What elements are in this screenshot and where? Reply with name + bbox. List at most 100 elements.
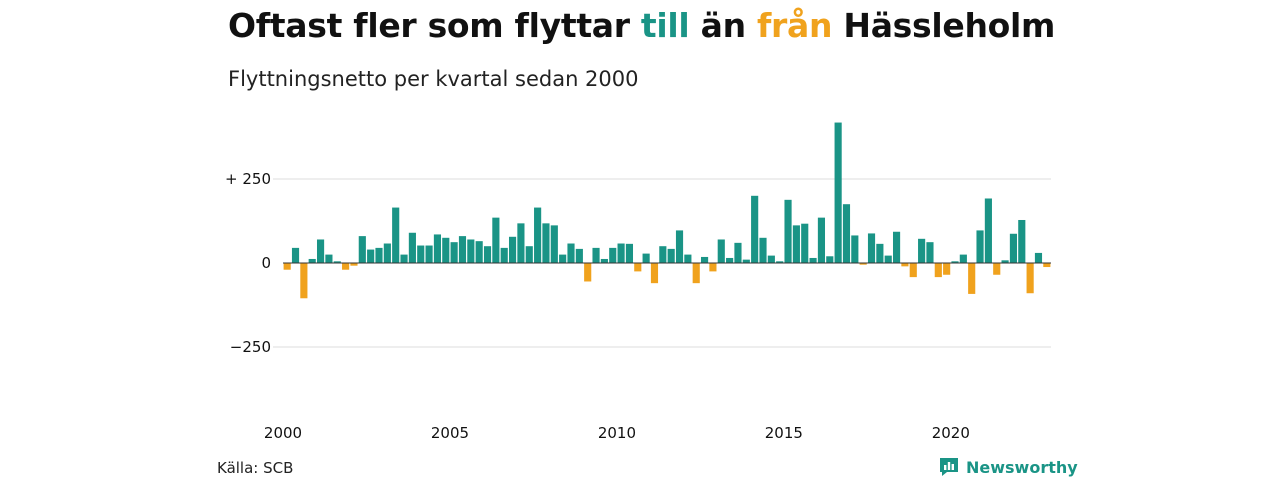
bar (350, 263, 358, 266)
bar (650, 263, 659, 284)
bar (834, 122, 842, 263)
chart-subtitle: Flyttningsnetto per kvartal sedan 2000 (228, 67, 639, 91)
bar (1034, 252, 1043, 263)
bar (901, 263, 909, 267)
title-part-till: till (640, 6, 690, 45)
bar (934, 263, 942, 278)
bar (709, 263, 717, 272)
bar (609, 247, 617, 263)
bar (525, 246, 533, 263)
bar (776, 261, 784, 263)
bar (726, 257, 734, 263)
bar (951, 261, 959, 263)
bar (625, 243, 634, 263)
bar (817, 217, 826, 263)
bar (358, 236, 366, 263)
bar (842, 204, 851, 263)
x-tick-label: 2000 (264, 424, 302, 442)
bar (959, 254, 967, 263)
y-tick-label: 0 (261, 254, 271, 272)
bar (751, 195, 759, 263)
bar (892, 231, 901, 263)
bar (692, 263, 700, 284)
bar (534, 207, 542, 263)
title-part-1: Oftast fler som flyttar (228, 6, 641, 45)
bar (792, 225, 800, 263)
bar (333, 261, 341, 263)
bar (316, 239, 325, 263)
bar (500, 247, 508, 263)
x-tick-label: 2015 (765, 424, 803, 442)
bar (367, 249, 375, 263)
bar (867, 233, 876, 263)
bar (826, 256, 834, 263)
bar (784, 199, 792, 263)
bar (675, 230, 684, 263)
bar (417, 245, 425, 263)
bar (425, 245, 433, 263)
bar (300, 263, 308, 299)
bar (909, 263, 917, 278)
chart-title: Oftast fler som flyttar till än från Häs… (228, 6, 1055, 45)
title-part-5: Hässleholm (832, 6, 1056, 45)
brand-name: Newsworthy (966, 457, 1078, 477)
bar (976, 230, 984, 263)
bar (1018, 219, 1026, 263)
bar (767, 255, 775, 263)
bar (659, 246, 667, 263)
bar (575, 248, 583, 263)
bar (567, 243, 575, 263)
bar (467, 239, 475, 263)
bar (700, 256, 709, 263)
bar (926, 242, 934, 263)
source-label: Källa: SCB (217, 459, 294, 477)
bar (342, 263, 350, 270)
bar (759, 237, 767, 263)
bar (508, 236, 517, 263)
bar (943, 263, 951, 275)
bar (600, 258, 608, 263)
bar (475, 241, 483, 263)
y-tick-label: + 250 (225, 170, 271, 188)
brand: Newsworthy (938, 456, 1078, 478)
bar (450, 242, 458, 263)
bar (433, 234, 442, 263)
bar (492, 217, 500, 263)
bar (383, 243, 391, 263)
bar (634, 263, 642, 272)
bar (442, 237, 450, 263)
bar (1043, 263, 1051, 268)
bar (993, 263, 1001, 275)
bar (809, 257, 817, 263)
bar (400, 254, 408, 263)
newsworthy-logo-icon (940, 458, 958, 476)
bar (984, 198, 992, 263)
bar (592, 247, 600, 263)
x-tick-label: 2020 (932, 424, 970, 442)
bar (918, 238, 926, 263)
bar (876, 243, 884, 263)
title-part-3: än (689, 6, 757, 45)
bar (375, 247, 383, 263)
bar (1001, 260, 1009, 263)
bar (291, 247, 300, 263)
bar (801, 223, 809, 263)
title-part-fran: från (756, 6, 833, 45)
bar (734, 242, 742, 263)
bar (1009, 233, 1018, 263)
bar (851, 235, 859, 263)
bar (742, 259, 750, 263)
y-tick-label: −250 (230, 338, 271, 356)
x-tick-label: 2010 (598, 424, 636, 442)
bar (559, 254, 567, 263)
bar (325, 254, 333, 263)
bar (684, 254, 692, 263)
bar (392, 207, 400, 263)
bar (617, 243, 625, 263)
bar (968, 263, 976, 294)
bar (308, 258, 316, 263)
x-tick-label: 2005 (431, 424, 469, 442)
bar (884, 255, 892, 263)
bar (483, 246, 492, 263)
